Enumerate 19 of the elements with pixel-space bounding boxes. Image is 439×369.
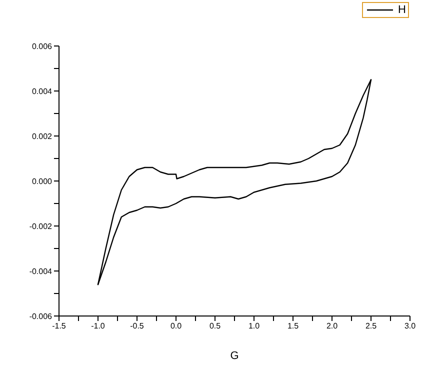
x-tick-label: 0.5 <box>209 322 222 331</box>
legend-label: H <box>398 4 406 16</box>
y-tick-label: 0.004 <box>32 86 53 96</box>
y-tick-label: 0.000 <box>32 176 53 186</box>
x-tick-label: -1.5 <box>52 322 66 331</box>
x-tick-label: -1.0 <box>91 322 106 331</box>
y-tick-label: -0.004 <box>29 266 53 276</box>
y-tick-label: 0.006 <box>32 42 53 51</box>
y-tick-label: -0.006 <box>29 312 53 321</box>
x-tick-label: 3.0 <box>404 322 416 331</box>
x-tick-label: 0.0 <box>170 322 182 331</box>
x-axis-title: G <box>230 350 239 362</box>
y-tick-label: 0.002 <box>32 132 53 141</box>
x-tick-label: 2.0 <box>326 322 338 331</box>
x-tick-label: 1.0 <box>248 322 260 331</box>
x-tick-label: -0.5 <box>130 322 144 331</box>
x-tick-label: 1.5 <box>287 322 300 331</box>
y-tick-label: -0.002 <box>29 222 53 231</box>
x-tick-label: 2.5 <box>365 322 378 331</box>
